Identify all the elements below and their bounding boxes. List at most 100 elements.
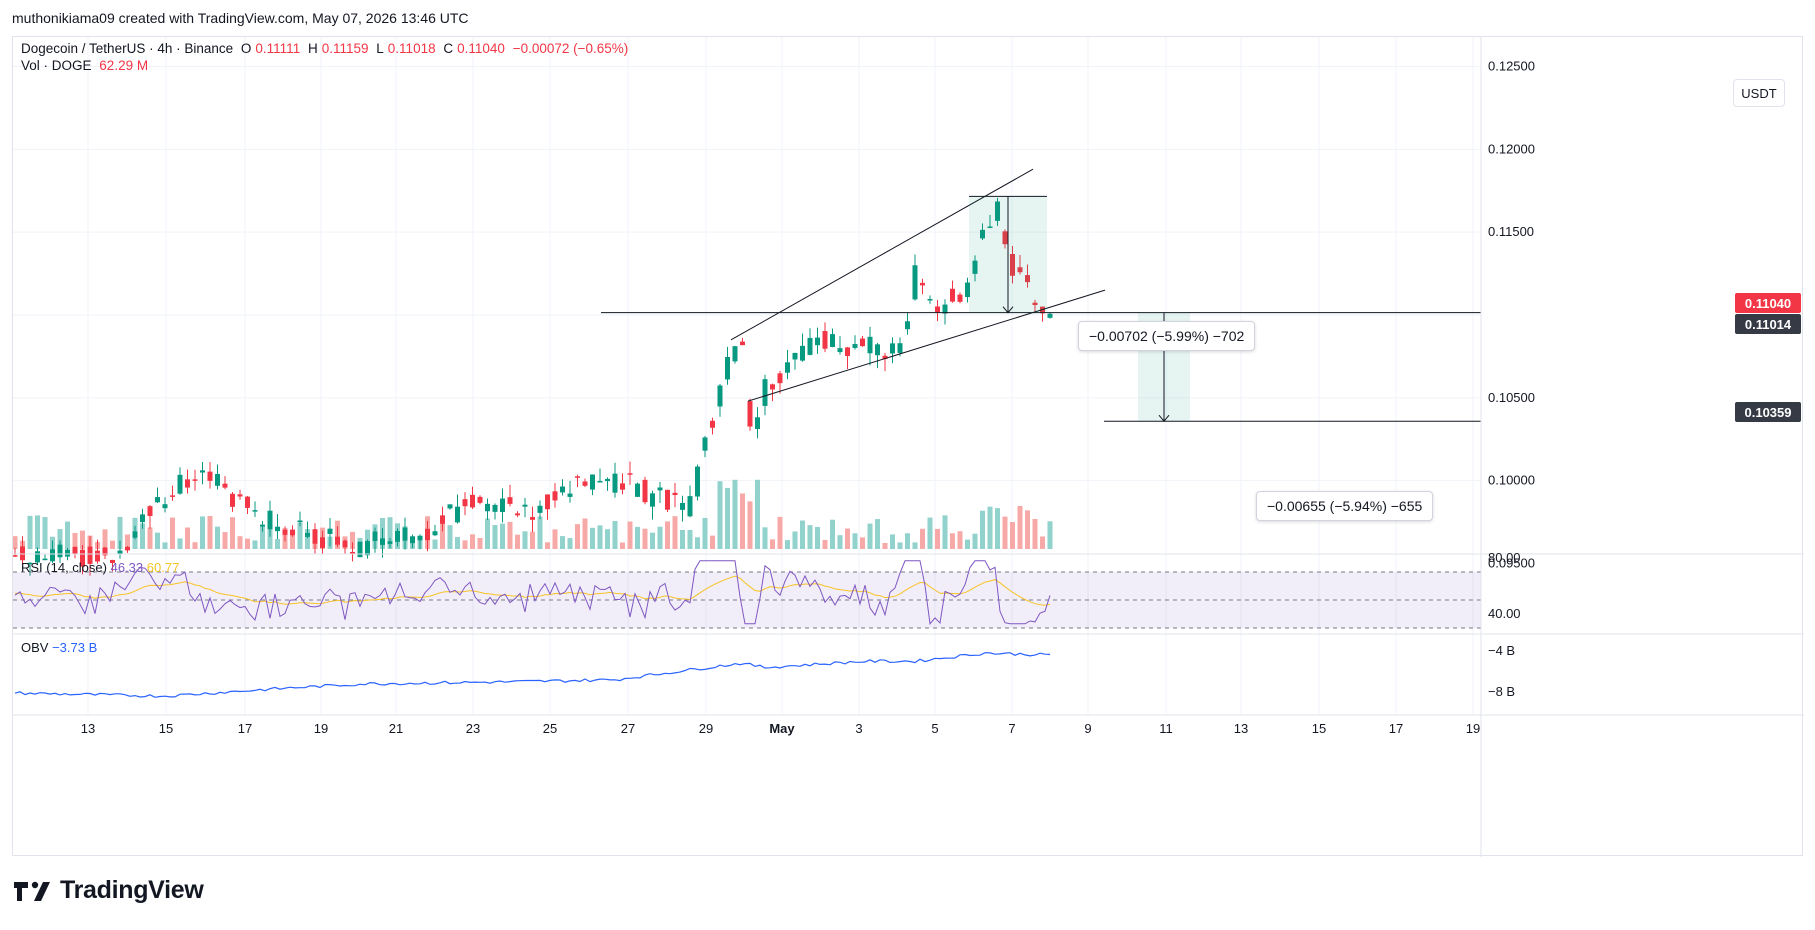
candle-body-327 xyxy=(830,334,835,347)
obv-label: OBV xyxy=(21,640,49,655)
volume-bar-336 xyxy=(852,533,858,549)
legend-high: 0.11159 xyxy=(321,41,369,56)
volume-bar-396 xyxy=(1002,516,1008,549)
volume-bar-393 xyxy=(995,508,1000,549)
volume-bar-213 xyxy=(545,542,550,549)
volume-bar-90 xyxy=(237,536,243,549)
candle-body-204 xyxy=(522,504,528,507)
candle-body-354 xyxy=(897,343,903,353)
volume-bar-231 xyxy=(590,527,595,549)
volume-bar-327 xyxy=(830,519,835,549)
volume-bar-225 xyxy=(575,524,580,549)
candle-body-240 xyxy=(612,473,618,493)
volume-bar-270 xyxy=(687,529,693,549)
candle-body-390 xyxy=(987,226,993,229)
rsi-value: 46.33 xyxy=(110,560,144,575)
candle-body-309 xyxy=(785,362,790,373)
volume-bar-258 xyxy=(657,526,663,549)
volume-bar-369 xyxy=(935,528,940,549)
volume-bar-243 xyxy=(620,542,625,549)
volume-bar-195 xyxy=(500,523,505,549)
last-price-tag: 0.11040 xyxy=(1735,293,1801,313)
volume-bar-93 xyxy=(245,538,250,549)
candle-body-174 xyxy=(447,504,453,509)
candle-body-102 xyxy=(267,510,273,530)
time-tick-17: 17 xyxy=(1389,721,1403,736)
volume-bar-117 xyxy=(305,529,310,549)
volume-bar-357 xyxy=(905,533,910,549)
candle-body-114 xyxy=(297,520,303,522)
candle-body-324 xyxy=(822,331,828,349)
rsi-legend[interactable]: RSI (14, close) 46.33 60.77 xyxy=(21,560,179,575)
candle-body-366 xyxy=(927,298,933,301)
volume-bar-114 xyxy=(297,522,303,549)
volume-bar-288 xyxy=(732,479,738,549)
price-tick-0: 0.12500 xyxy=(1488,59,1535,74)
currency-button[interactable]: USDT xyxy=(1733,79,1785,107)
volume-bar-81 xyxy=(215,526,220,549)
legend-close: 0.11040 xyxy=(457,41,505,56)
projection-measure[interactable]: −0.00655 (−5.94%) −655 xyxy=(1256,491,1434,521)
candle-body-246 xyxy=(627,473,633,475)
time-tick-8: 29 xyxy=(699,721,713,736)
volume-bar-27 xyxy=(80,530,85,549)
volume-bar-42 xyxy=(117,516,123,549)
tradingview-logo[interactable]: TradingView xyxy=(14,876,204,905)
candle-body-306 xyxy=(777,373,783,384)
candle-body-282 xyxy=(717,385,723,407)
candle-body-78 xyxy=(207,471,213,481)
candle-body-177 xyxy=(455,506,460,523)
volume-bar-303 xyxy=(770,539,775,549)
candle-body-195 xyxy=(500,498,505,512)
chart-canvas[interactable]: 0.12500 0.12000 0.11500 0.10500 0.10000 0.095… xyxy=(13,37,1804,857)
volume-bar-24 xyxy=(72,532,78,549)
time-tick-13: 9 xyxy=(1084,721,1091,736)
volume-bar-99 xyxy=(260,524,265,549)
candle-body-99 xyxy=(260,525,265,527)
candle-body-54 xyxy=(147,506,153,517)
obv-pane xyxy=(13,633,1804,698)
candle-body-108 xyxy=(282,529,288,535)
chart-frame[interactable]: 0.12500 0.12000 0.11500 0.10500 0.10000 0.095… xyxy=(12,36,1804,857)
volume-bar-177 xyxy=(455,537,460,549)
candle-body-144 xyxy=(372,531,378,542)
candle-body-135 xyxy=(350,551,355,554)
time-tick-15: 13 xyxy=(1234,721,1248,736)
volume-bar-324 xyxy=(822,539,828,549)
volume-bar-387 xyxy=(980,510,985,549)
candle-body-33 xyxy=(95,550,100,562)
support-price-tag: 0.11014 xyxy=(1735,314,1801,334)
volume-value: 62.29 M xyxy=(99,58,149,73)
pattern-drop-measure[interactable]: −0.00702 (−5.99%) −702 xyxy=(1078,321,1256,351)
candle-body-21 xyxy=(65,549,70,557)
legend-close-label: C xyxy=(443,41,454,56)
candle-body-222 xyxy=(567,493,573,497)
candle-body-141 xyxy=(365,541,370,556)
price-tick-3: 0.10500 xyxy=(1488,390,1535,405)
volume-bar-285 xyxy=(725,487,730,549)
candle-body-0 xyxy=(13,555,18,557)
candle-body-255 xyxy=(650,493,655,507)
obv-legend[interactable]: OBV −3.73 B xyxy=(21,640,97,655)
candle-body-303 xyxy=(770,384,775,390)
wedge-lower-line xyxy=(747,289,1106,402)
candle-body-27 xyxy=(80,549,85,567)
rsi-line xyxy=(14,560,1051,625)
volume-bar-252 xyxy=(642,528,648,549)
measure-arrowhead-1 xyxy=(1002,306,1014,314)
legend-open-label: O xyxy=(240,41,252,56)
volume-bar-333 xyxy=(845,528,850,549)
candle-body-318 xyxy=(807,337,813,355)
volume-bar-279 xyxy=(710,535,715,549)
volume-bar-168 xyxy=(432,539,438,549)
volume-label: Vol · DOGE xyxy=(21,58,92,73)
candle-body-111 xyxy=(290,529,295,536)
candle-body-279 xyxy=(710,420,715,428)
candle-body-330 xyxy=(837,348,843,353)
price-tick-2: 0.11500 xyxy=(1488,224,1534,239)
volume-bar-384 xyxy=(972,533,978,549)
candle-body-285 xyxy=(725,356,730,380)
volume-bar-192 xyxy=(492,525,498,549)
candle-body-414 xyxy=(1047,313,1053,318)
candlesticks xyxy=(13,197,1053,576)
